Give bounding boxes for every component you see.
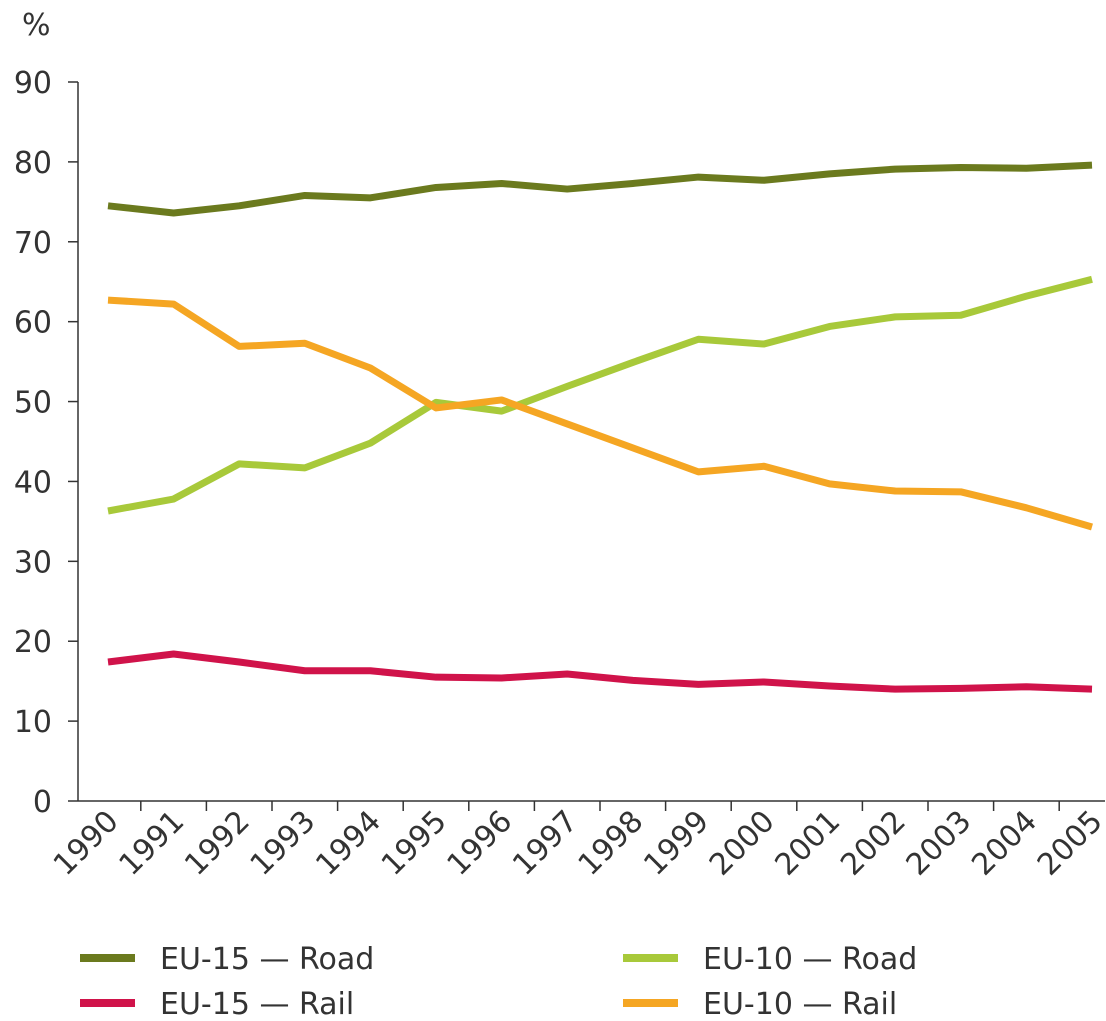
x-tick-label: 1990 <box>47 804 126 883</box>
y-tick-label: 70 <box>14 226 52 261</box>
x-tick-label: 2003 <box>900 804 979 883</box>
y-tick-label: 50 <box>14 386 52 421</box>
y-tick-label: 10 <box>14 705 52 740</box>
legend-label: EU-10 — Road <box>703 942 917 977</box>
x-tick-label: 1995 <box>375 804 454 883</box>
y-tick-label: 30 <box>14 545 52 580</box>
y-tick-label: 60 <box>14 306 52 341</box>
y-tick-label: 0 <box>33 785 52 820</box>
x-tick-label: 2000 <box>703 804 782 883</box>
series-line <box>107 275 1093 515</box>
series-line <box>107 161 1093 217</box>
y-axis-label: % <box>22 8 51 43</box>
x-tick-label: 2001 <box>769 804 848 883</box>
legend-label: EU-10 — Rail <box>703 987 897 1021</box>
x-tick-label: 1998 <box>572 804 651 883</box>
x-tick-label: 1994 <box>309 804 388 883</box>
x-tick-label: 2004 <box>965 804 1044 883</box>
x-tick-label: 2005 <box>1031 804 1106 883</box>
x-tick-label: 1991 <box>113 804 192 883</box>
y-tick-label: 40 <box>14 465 52 500</box>
x-tick-label: 2002 <box>834 804 913 883</box>
series-line <box>107 650 1093 693</box>
x-tick-label: 1999 <box>637 804 716 883</box>
y-tick-label: 90 <box>14 66 52 101</box>
x-tick-label: 1993 <box>244 804 323 883</box>
x-tick-label: 1997 <box>506 804 585 883</box>
y-tick-label: 20 <box>14 625 52 660</box>
legend-label: EU-15 — Rail <box>160 987 354 1021</box>
y-tick-label: 80 <box>14 146 52 181</box>
x-tick-label: 1992 <box>178 804 257 883</box>
series-line <box>107 296 1093 531</box>
legend-label: EU-15 — Road <box>160 942 374 977</box>
x-tick-label: 1996 <box>441 804 520 883</box>
